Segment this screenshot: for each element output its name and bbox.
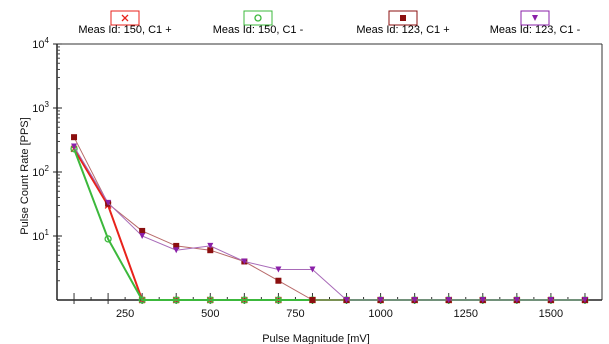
y-tick-label: 104: [32, 36, 49, 51]
data-point: [274, 296, 283, 304]
data-point: [139, 233, 146, 239]
data-point: [309, 297, 316, 303]
data-point: [275, 277, 282, 284]
series-1: [70, 145, 589, 304]
legend: Meas Id: 150, C1 + Meas Id: 150, C1 - Meas…: [78, 10, 581, 36]
data-point: [104, 235, 112, 243]
data-point: [479, 297, 486, 303]
series-layer: [70, 134, 589, 304]
legend-marker-icon: [400, 15, 406, 21]
y-tick-label: 102: [32, 164, 49, 179]
series-line: [73, 146, 585, 301]
legend-label: Meas Id: 150, C1 +: [78, 24, 171, 36]
data-point: [445, 297, 452, 303]
data-point: [105, 199, 112, 206]
legend-marker-icon: [121, 14, 129, 22]
x-tick-label: 1500: [539, 308, 563, 320]
legend-item-1: Meas Id: 150, C1 +: [78, 10, 172, 36]
y-axis-label: Pulse Count Rate [PPS]: [19, 117, 31, 234]
data-point: [343, 297, 350, 303]
series-3: [71, 134, 588, 303]
data-point: [138, 296, 146, 304]
x-tick-label: 750: [286, 308, 304, 320]
data-point: [139, 227, 146, 234]
data-point: [547, 297, 554, 303]
data-point: [275, 266, 282, 273]
x-axis-label: Pulse Magnitude [mV]: [262, 333, 370, 344]
legend-item-4: Meas Id: 123, C1 -: [490, 10, 581, 36]
legend-marker-icon: [532, 15, 538, 21]
data-point: [513, 297, 520, 303]
legend-label: Meas Id: 123, C1 -: [490, 24, 581, 36]
series-line: [73, 136, 585, 301]
data-point: [377, 297, 384, 303]
x-tick-label: 250: [116, 308, 134, 320]
x-tick-label: 1250: [454, 308, 478, 320]
x-tick-label: 500: [201, 308, 219, 320]
data-point: [411, 297, 418, 303]
data-point: [172, 296, 180, 304]
data-point: [309, 266, 316, 273]
series-line: [73, 148, 585, 301]
data-point: [71, 143, 78, 150]
legend-marker-icon: [254, 14, 262, 22]
data-point: [241, 258, 248, 265]
data-point: [581, 297, 588, 303]
x-tick-label: 1000: [368, 308, 392, 320]
data-point: [206, 296, 214, 304]
y-tick-label: 103: [32, 100, 49, 115]
chart-axes: 104 103 102 101 250 500 750 1000 1250 1500: [32, 36, 603, 320]
data-point: [71, 134, 78, 141]
data-point: [173, 242, 180, 249]
legend-label: Meas Id: 150, C1 -: [213, 24, 304, 36]
legend-label: Meas Id: 123, C1 +: [356, 24, 449, 36]
data-point: [240, 296, 248, 304]
data-point: [207, 247, 214, 254]
data-point: [207, 242, 214, 249]
legend-item-2: Meas Id: 150, C1 -: [213, 10, 304, 36]
legend-swatch-box: [243, 10, 273, 26]
legend-item-3: Meas Id: 123, C1 +: [356, 10, 450, 36]
y-tick-label: 101: [32, 228, 49, 243]
series-2: [70, 145, 589, 304]
series-4: [71, 143, 588, 303]
data-point: [173, 247, 180, 254]
series-line: [73, 148, 585, 301]
